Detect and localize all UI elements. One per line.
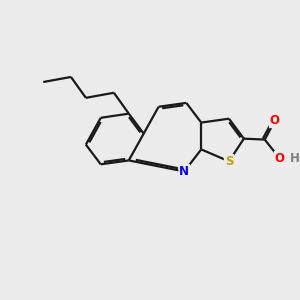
Text: N: N xyxy=(179,165,189,178)
Text: O: O xyxy=(270,114,280,127)
Text: S: S xyxy=(225,155,233,168)
Text: H: H xyxy=(290,152,300,165)
Text: O: O xyxy=(274,152,285,165)
